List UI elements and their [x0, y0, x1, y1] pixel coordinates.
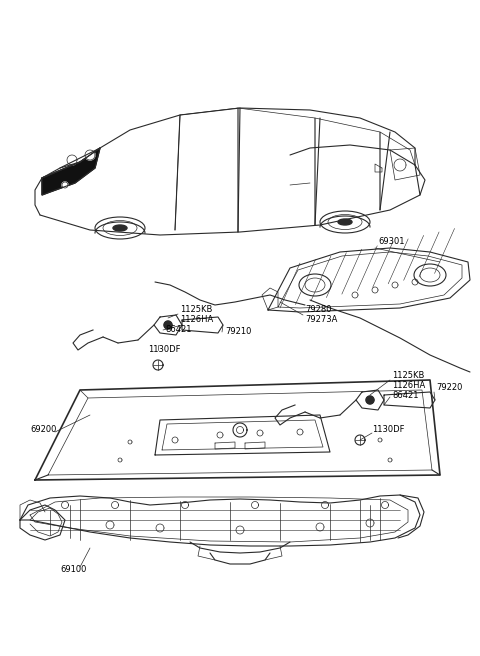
- Ellipse shape: [338, 219, 352, 225]
- Polygon shape: [164, 321, 172, 329]
- Text: 79273A: 79273A: [305, 316, 337, 325]
- Polygon shape: [62, 182, 68, 188]
- Polygon shape: [366, 396, 374, 404]
- Text: 69100: 69100: [60, 565, 86, 575]
- Polygon shape: [67, 155, 77, 165]
- Polygon shape: [42, 148, 100, 195]
- Text: 69200: 69200: [30, 426, 56, 434]
- Text: 1130DF: 1130DF: [372, 426, 405, 434]
- Text: 86421: 86421: [392, 390, 419, 400]
- Text: 1125KB: 1125KB: [180, 306, 212, 314]
- Ellipse shape: [113, 225, 127, 231]
- Text: 79220: 79220: [436, 384, 462, 392]
- Text: 79280: 79280: [305, 306, 332, 314]
- Text: 1130DF: 1130DF: [148, 346, 180, 354]
- Text: 1126HA: 1126HA: [180, 316, 213, 325]
- Text: 69301: 69301: [378, 237, 405, 247]
- Text: 79210: 79210: [225, 327, 252, 337]
- Polygon shape: [85, 150, 95, 160]
- Text: 1125KB: 1125KB: [392, 371, 424, 380]
- Text: 86421: 86421: [165, 325, 192, 335]
- Text: 1126HA: 1126HA: [392, 380, 425, 390]
